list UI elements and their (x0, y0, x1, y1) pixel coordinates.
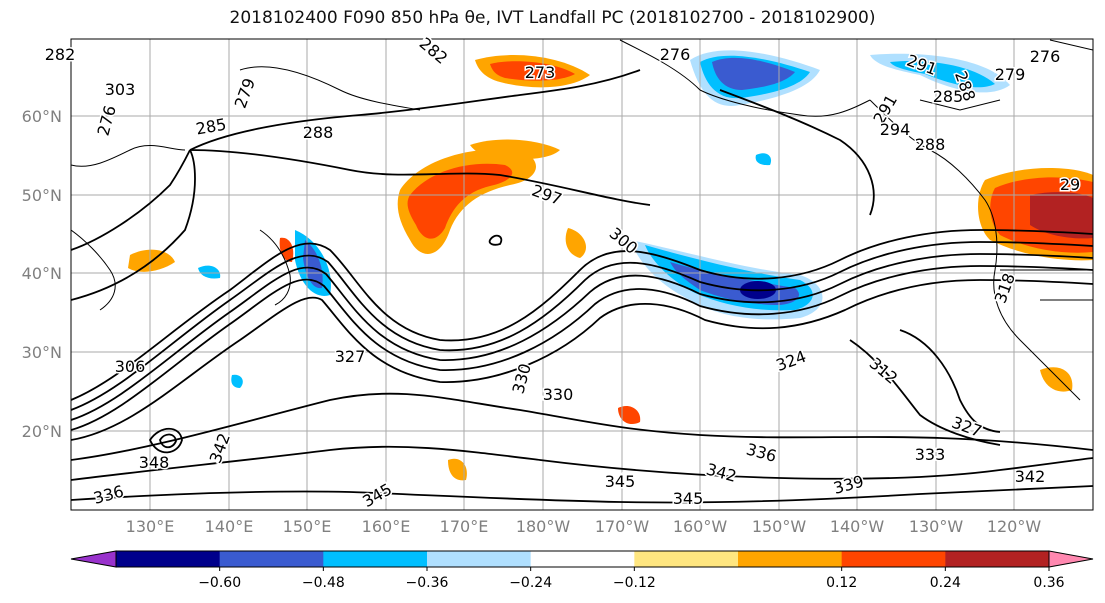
contour-label: 288 (303, 123, 334, 142)
colorbar-segment (634, 551, 739, 567)
theta-e-contours (71, 69, 1093, 504)
colorbar: −0.60−0.48−0.36−0.24−0.120.120.240.360.4… (70, 550, 1094, 591)
map-frame (70, 38, 1094, 511)
colorbar-segment (116, 551, 221, 567)
lon-label-160w: 160°W (673, 517, 728, 536)
lon-label-130e: 130°E (126, 517, 175, 536)
lon-label-120w: 120°W (987, 517, 1042, 536)
colorbar-tick-label: 0.36 (1033, 575, 1064, 591)
colorbar-tick-label: −0.24 (509, 575, 552, 591)
lat-label-40n: 40°N (22, 264, 62, 283)
contour-label: 342 (1015, 467, 1046, 486)
lat-label-20n: 20°N (22, 422, 62, 441)
contour-label: 345 (673, 489, 704, 508)
colorbar-tick-label: 0.12 (826, 575, 857, 591)
colorbar-segment (427, 551, 532, 567)
colorbar-segment (738, 551, 843, 567)
contour-label: 327 (335, 347, 366, 366)
lon-label-140e: 140°E (205, 517, 254, 536)
lon-label-140w: 140°W (830, 517, 885, 536)
contour-label: 29 (1060, 175, 1080, 194)
contour-label: 303 (105, 80, 136, 99)
anomaly-fills (128, 50, 1093, 481)
colorbar-extend-low (70, 550, 117, 568)
lon-label-150e: 150°E (283, 517, 332, 536)
lon-label-130w: 130°W (909, 517, 964, 536)
contour-label: 306 (115, 357, 146, 376)
colorbar-segment (219, 551, 324, 567)
lon-label-170e: 170°E (440, 517, 489, 536)
lat-label-30n: 30°N (22, 343, 62, 362)
contour-label: 348 (139, 453, 170, 472)
lat-label-50n: 50°N (22, 186, 62, 205)
colorbar-segment (323, 551, 428, 567)
contour-label: 288 (915, 135, 946, 154)
contour-label: 279 (995, 65, 1026, 84)
lon-label-180w: 180°W (516, 517, 571, 536)
lat-label-60n: 60°N (22, 107, 62, 126)
lat-gridlines (71, 115, 1093, 432)
contour-label: 276 (660, 45, 691, 64)
colorbar-tick-label: −0.60 (198, 575, 241, 591)
colorbar-extend-high (1048, 550, 1094, 568)
contour-label: 282 (45, 45, 76, 64)
contour-label: 273 (525, 63, 556, 82)
colorbar-tick-label: −0.36 (406, 575, 449, 591)
contour-label: 294 (880, 120, 911, 139)
contour-label: 333 (915, 445, 946, 464)
colorbar-tick-label: −0.12 (613, 575, 656, 591)
lon-label-170w: 170°W (595, 517, 650, 536)
map-title: 2018102400 F090 850 hPa θe, IVT Landfall… (229, 8, 876, 28)
lon-label-150w: 150°W (752, 517, 807, 536)
contour-label: 285 (933, 87, 964, 106)
colorbar-tick-label: 0.24 (930, 575, 961, 591)
colorbar-tick-label: −0.48 (302, 575, 345, 591)
colorbar-frame (115, 550, 1050, 568)
lon-label-160e: 160°E (362, 517, 411, 536)
colorbar-segment (945, 551, 1050, 567)
lon-gridlines (149, 39, 1015, 510)
contour-label: 276 (1030, 47, 1061, 66)
contour-label: 330 (543, 385, 574, 404)
contour-label: 345 (605, 472, 636, 491)
colorbar-segment (841, 551, 946, 567)
colorbar-segment (530, 551, 635, 567)
